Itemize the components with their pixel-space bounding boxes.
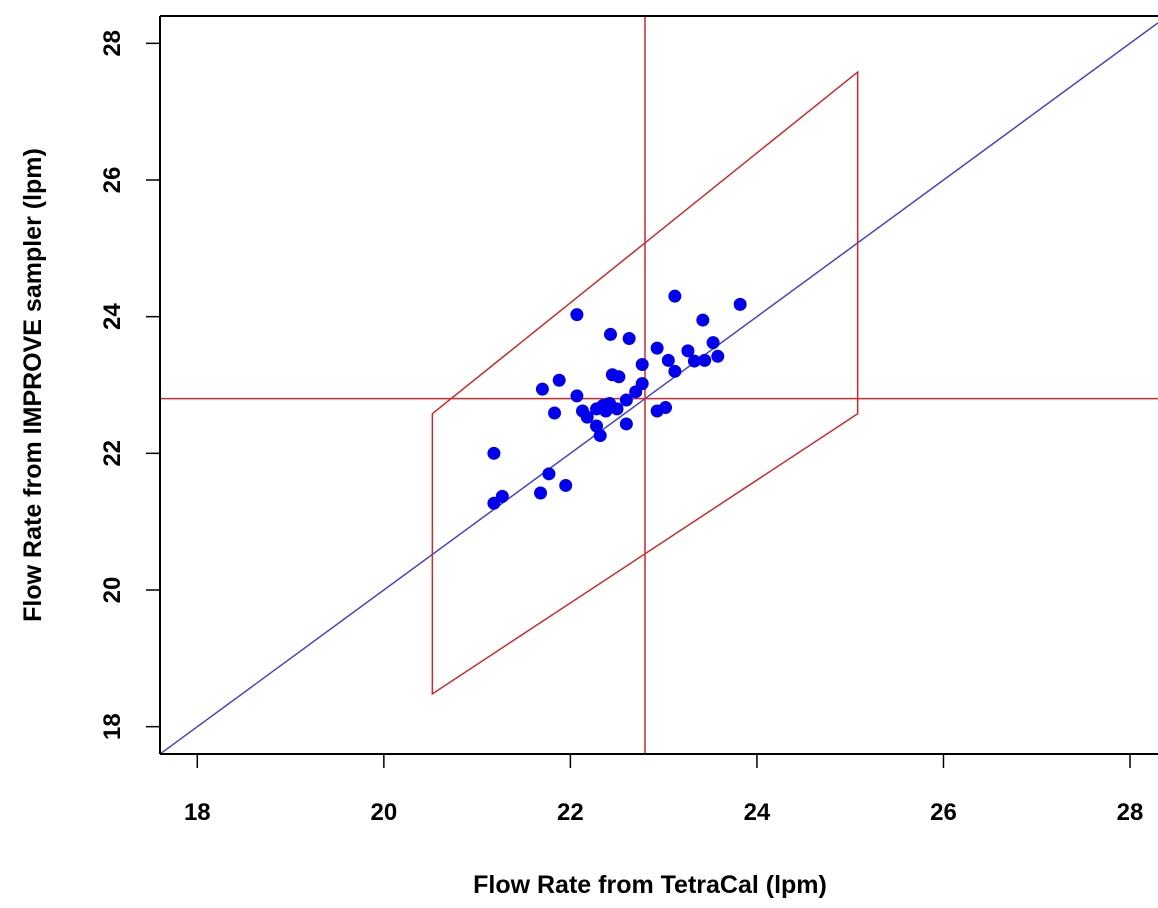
data-point: [612, 370, 626, 384]
data-point: [487, 496, 501, 510]
y-tick-label: 26: [99, 167, 126, 194]
x-axis-label: Flow Rate from TetraCal (lpm): [473, 871, 827, 899]
data-point: [610, 402, 624, 416]
data-point: [711, 349, 725, 363]
y-tick-label: 18: [99, 713, 126, 740]
identity-line: [160, 22, 1158, 754]
x-tick-label: 26: [930, 799, 957, 826]
y-axis-label: Flow Rate from IMPROVE sampler (lpm): [19, 148, 47, 622]
data-point: [681, 344, 695, 358]
x-tick-label: 20: [370, 799, 397, 826]
data-point: [580, 410, 594, 424]
data-point: [629, 385, 643, 399]
x-tick-label: 28: [1117, 799, 1144, 826]
plot-layer: [160, 16, 1158, 754]
data-point: [619, 417, 633, 431]
x-tick-label: 18: [184, 799, 211, 826]
plot-area: [160, 16, 1158, 754]
data-point: [661, 353, 675, 367]
data-point: [603, 327, 617, 341]
data-point: [487, 446, 501, 460]
x-tick-label: 24: [744, 799, 771, 826]
data-point: [650, 341, 664, 355]
data-point: [619, 393, 633, 407]
data-point: [570, 308, 584, 322]
data-point: [622, 332, 636, 346]
data-point: [542, 467, 556, 481]
y-tick-label: 28: [99, 30, 126, 57]
acceptance-region: [431, 70, 859, 696]
y-tick-label: 24: [99, 303, 126, 330]
data-point: [535, 382, 549, 396]
data-point: [599, 404, 613, 418]
data-point: [698, 353, 712, 367]
data-point: [534, 486, 548, 500]
data-point: [552, 373, 566, 387]
y-tick-label: 22: [99, 440, 126, 467]
data-point: [687, 354, 701, 368]
data-point: [668, 364, 682, 378]
axis-layer: 18 20 22 24 26 28 18 20 22 24 26 28: [99, 15, 1158, 826]
data-point: [570, 389, 584, 403]
data-point: [706, 336, 720, 350]
data-point: [635, 358, 649, 371]
data-point: [668, 289, 682, 303]
y-tick-label: 20: [99, 577, 126, 604]
data-point: [696, 313, 710, 327]
data-point: [559, 478, 573, 492]
data-point: [548, 406, 562, 420]
data-point: [659, 401, 673, 415]
data-point: [593, 429, 607, 443]
x-tick-label: 22: [557, 799, 584, 826]
data-point: [733, 297, 747, 311]
